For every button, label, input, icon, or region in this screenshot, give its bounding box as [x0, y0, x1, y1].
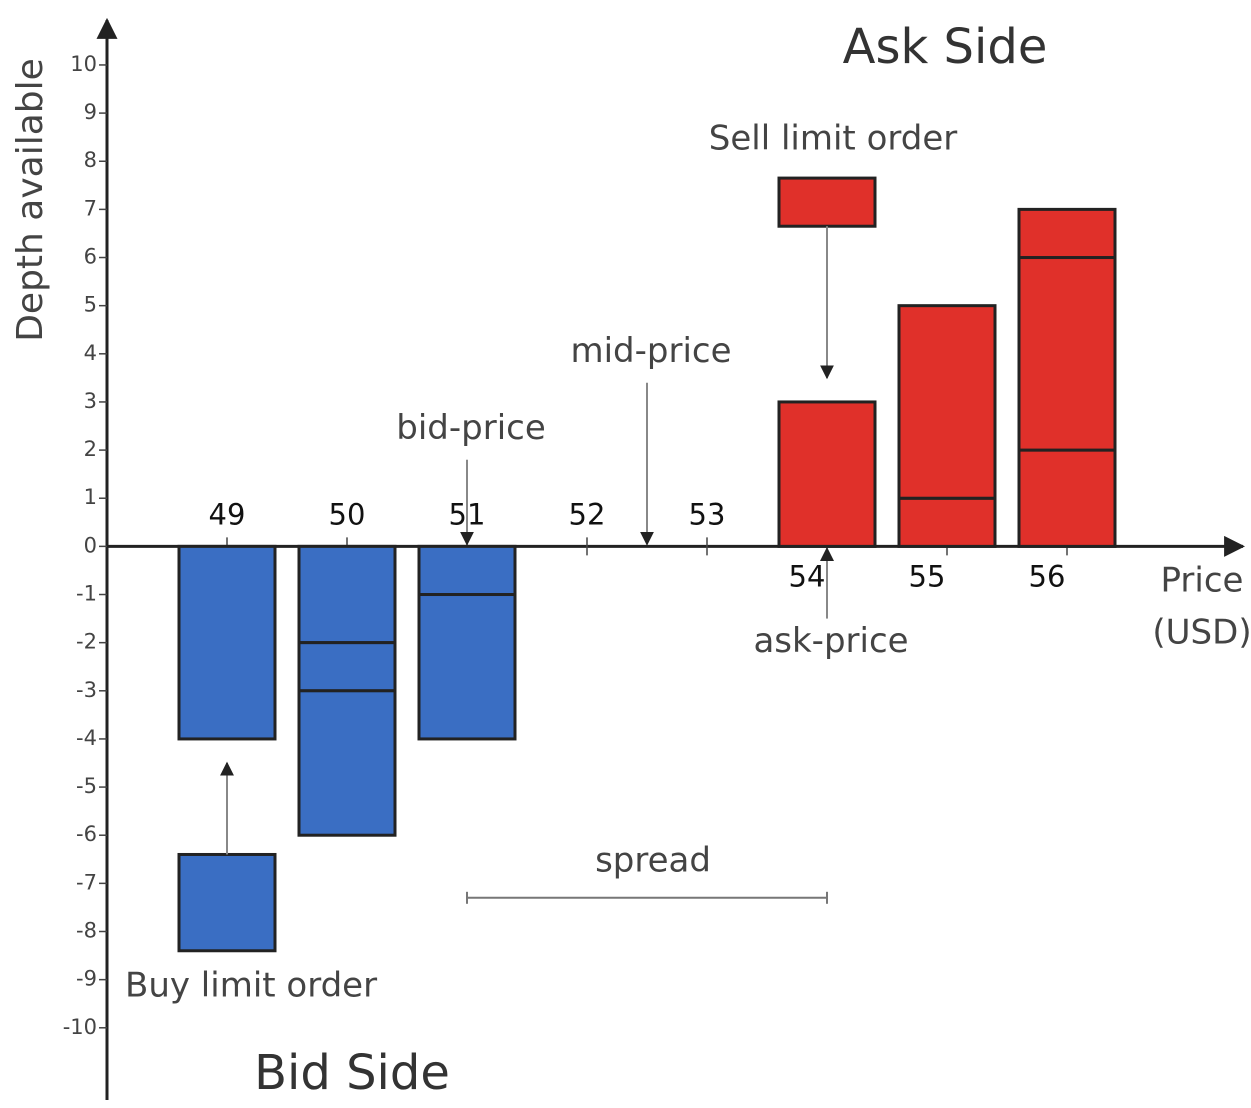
ask-side-label: Ask Side: [843, 19, 1048, 75]
y-tick-label: 0: [84, 533, 97, 557]
y-tick-label: -4: [76, 726, 97, 750]
sell-limit-order-label: Sell limit order: [709, 119, 957, 159]
x-tick-label: 52: [569, 497, 606, 531]
y-tick-label: -7: [76, 870, 97, 894]
y-tick-label: -2: [76, 630, 97, 654]
y-tick-label: -6: [76, 822, 97, 846]
bid-order: [417, 593, 517, 741]
x-tick-label: 53: [689, 497, 726, 531]
x-axis-label: Price: [1161, 561, 1244, 601]
y-tick-label: -5: [76, 774, 97, 798]
y-tick-label: 7: [84, 196, 97, 220]
ask-order: [1017, 256, 1117, 452]
annotation-label: bid-price: [396, 408, 546, 448]
bid-order: [297, 641, 397, 693]
bid-order: [297, 689, 397, 837]
ask-order: [1017, 207, 1117, 260]
ask-order: [777, 400, 877, 548]
x-tick-label: 56: [1029, 559, 1066, 593]
y-tick-label: 10: [70, 52, 97, 76]
bid-side-label: Bid Side: [254, 1045, 450, 1101]
ask-order: [897, 304, 997, 500]
x-axis-label: (USD): [1152, 613, 1251, 653]
ask-order: [1017, 448, 1117, 548]
y-tick-label: -8: [76, 919, 97, 943]
y-tick-label: -1: [76, 582, 97, 606]
spread-label: spread: [595, 840, 711, 880]
x-tick-label: 49: [209, 497, 246, 531]
bid-order: [177, 544, 277, 741]
y-tick-label: 6: [84, 245, 97, 269]
y-tick-label: 1: [84, 485, 97, 509]
y-tick-label: 4: [84, 341, 97, 365]
y-tick-label: -10: [63, 1015, 97, 1039]
y-tick-label: 9: [84, 100, 97, 124]
y-tick-label: -9: [76, 967, 97, 991]
ask-order: [897, 496, 997, 548]
x-tick-label: 55: [909, 559, 946, 593]
y-tick-label: -3: [76, 678, 97, 702]
x-tick-label: 54: [789, 559, 826, 593]
y-axis-label: Depth available: [10, 58, 51, 342]
bid-order: [417, 544, 517, 597]
y-tick-label: 5: [84, 293, 97, 317]
sell-limit-order: [777, 176, 877, 228]
annotation-label: mid-price: [570, 331, 731, 371]
bid-order: [297, 544, 397, 645]
buy-limit-order: [177, 852, 277, 953]
annotation-label: ask-price: [753, 621, 908, 661]
y-tick-label: 8: [84, 148, 97, 172]
y-tick-label: 2: [84, 437, 97, 461]
buy-limit-order-label: Buy limit order: [125, 965, 377, 1005]
y-tick-label: 3: [84, 389, 97, 413]
x-tick-label: 50: [329, 497, 366, 531]
